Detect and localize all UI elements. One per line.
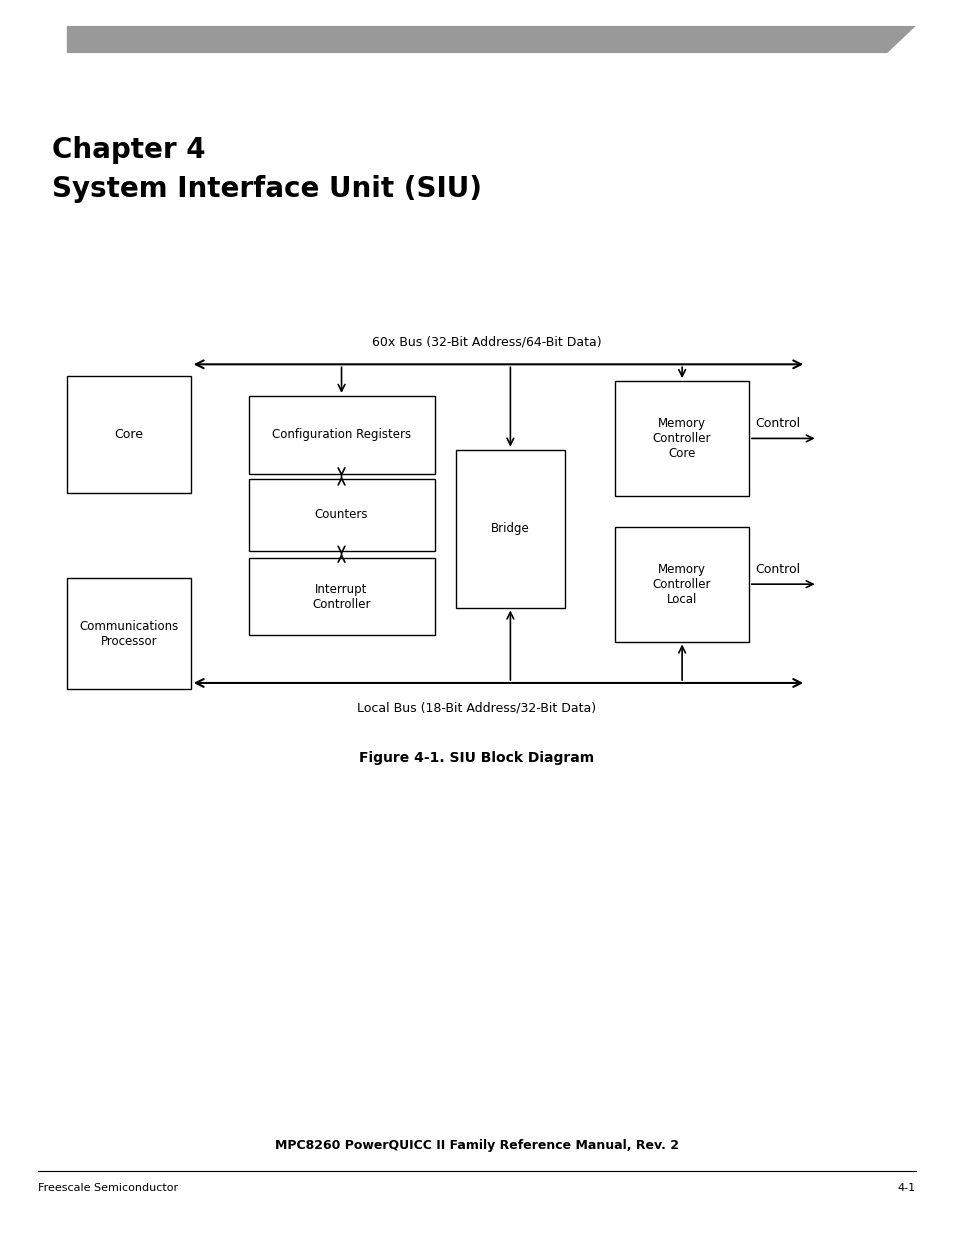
Text: Communications
Processor: Communications Processor — [79, 620, 178, 647]
FancyBboxPatch shape — [615, 380, 748, 495]
FancyBboxPatch shape — [67, 375, 191, 493]
Polygon shape — [67, 26, 915, 53]
Text: Freescale Semiconductor: Freescale Semiconductor — [38, 1183, 178, 1193]
Text: Counters: Counters — [314, 509, 368, 521]
Text: System Interface Unit (SIU): System Interface Unit (SIU) — [52, 175, 482, 204]
Text: Local Bus (18-Bit Address/32-Bit Data): Local Bus (18-Bit Address/32-Bit Data) — [357, 701, 596, 715]
Text: 4-1: 4-1 — [897, 1183, 915, 1193]
FancyBboxPatch shape — [456, 450, 564, 608]
Text: Control: Control — [755, 416, 800, 430]
Text: MPC8260 PowerQUICC II Family Reference Manual, Rev. 2: MPC8260 PowerQUICC II Family Reference M… — [274, 1139, 679, 1152]
Text: Memory
Controller
Core: Memory Controller Core — [652, 417, 711, 459]
Text: Interrupt
Controller: Interrupt Controller — [312, 583, 371, 610]
FancyBboxPatch shape — [615, 526, 748, 642]
Text: Bridge: Bridge — [491, 522, 529, 535]
Text: Chapter 4: Chapter 4 — [52, 136, 206, 164]
FancyBboxPatch shape — [248, 395, 434, 473]
Text: Control: Control — [755, 562, 800, 576]
FancyBboxPatch shape — [248, 479, 434, 551]
FancyBboxPatch shape — [248, 558, 434, 635]
Text: Configuration Registers: Configuration Registers — [272, 429, 411, 441]
Text: Core: Core — [114, 429, 143, 441]
FancyBboxPatch shape — [67, 578, 191, 689]
Text: Memory
Controller
Local: Memory Controller Local — [652, 563, 711, 605]
Text: Figure 4-1. SIU Block Diagram: Figure 4-1. SIU Block Diagram — [359, 751, 594, 764]
Text: 60x Bus (32-Bit Address/64-Bit Data): 60x Bus (32-Bit Address/64-Bit Data) — [372, 335, 600, 348]
